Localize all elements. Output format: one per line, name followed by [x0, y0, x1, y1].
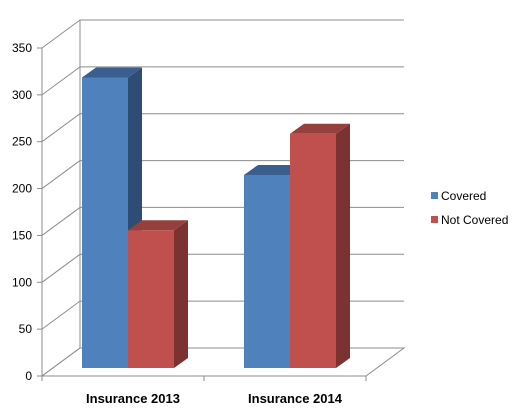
bar-top [128, 220, 188, 231]
bar-top [244, 164, 304, 175]
side-wall-line [41, 207, 81, 236]
legend: Covered Not Covered [431, 189, 508, 227]
bar-not-covered [290, 133, 336, 368]
side-wall-line [41, 253, 81, 283]
bar-covered [82, 77, 128, 368]
x-category-label: Insurance 2013 [86, 391, 180, 406]
side-wall-line [41, 160, 81, 189]
legend-label: Covered [441, 189, 486, 203]
side-wall-line [41, 19, 81, 49]
y-tick-label: 0 [25, 369, 32, 383]
bars [82, 67, 350, 368]
side-wall-line [41, 66, 81, 96]
axes [37, 47, 406, 381]
legend-label: Not Covered [441, 213, 508, 227]
bar-covered [244, 174, 290, 368]
y-tick-label: 100 [12, 275, 32, 289]
bar-top [290, 123, 350, 134]
bar-side [336, 123, 350, 368]
bar-side [174, 220, 188, 368]
bar-not-covered [128, 230, 174, 368]
side-wall-line [41, 300, 81, 330]
x-category-label: Insurance 2014 [248, 391, 343, 406]
legend-swatch [431, 192, 438, 199]
bar-top [82, 67, 142, 78]
y-tick-label: 300 [12, 88, 32, 102]
labels: 0 50 100 150 200 250 300 350 Insurance 2013 Insur… [12, 41, 343, 406]
y-tick-label: 350 [12, 41, 32, 55]
chart-floor [40, 347, 406, 377]
y-tick-label: 150 [12, 228, 32, 242]
side-wall-line [41, 113, 81, 143]
legend-swatch [431, 216, 438, 223]
y-tick-label: 50 [19, 322, 33, 336]
y-tick-label: 200 [12, 182, 32, 196]
y-tick-label: 250 [12, 135, 32, 149]
